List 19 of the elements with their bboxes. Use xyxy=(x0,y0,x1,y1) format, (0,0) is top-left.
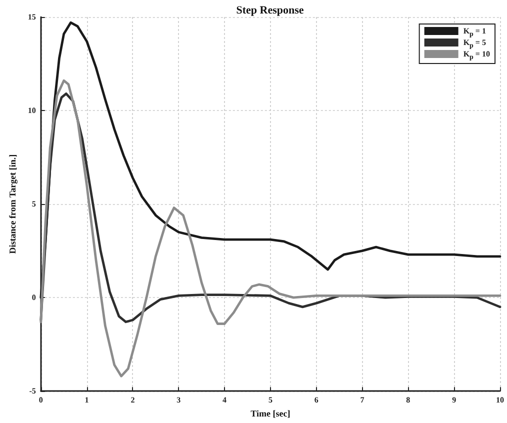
y-tick-label: 15 xyxy=(28,12,36,22)
x-tick-label: 1 xyxy=(84,396,89,405)
x-tick-label: 7 xyxy=(360,396,364,405)
x-tick-label: 0 xyxy=(38,396,43,405)
y-tick-label: 0 xyxy=(32,293,36,302)
x-tick-label: 8 xyxy=(406,396,410,405)
x-tick-label: 5 xyxy=(268,396,272,405)
x-axis-title: Time [sec] xyxy=(250,408,290,418)
y-axis-title: Distance from Target [in.] xyxy=(8,154,18,254)
x-tick-label: 9 xyxy=(452,396,456,405)
chart-title: Step Response xyxy=(236,4,304,16)
y-tick-label: 5 xyxy=(32,200,36,209)
y-tick-label: -5 xyxy=(29,386,36,396)
x-tick-label: 3 xyxy=(176,396,181,405)
y-tick-label: 10 xyxy=(28,106,36,116)
x-tick-label: 6 xyxy=(314,396,318,405)
x-tick-label: 4 xyxy=(222,396,227,405)
x-tick-label: 10 xyxy=(496,396,504,405)
x-tick-label: 2 xyxy=(130,396,135,405)
